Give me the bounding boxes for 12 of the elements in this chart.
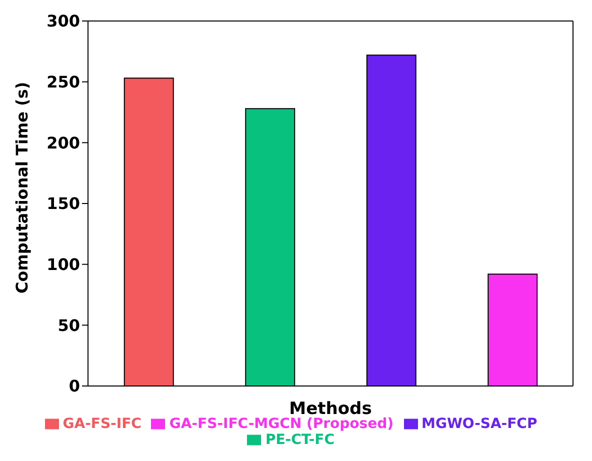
y-axis-title: Computational Time (s) <box>12 82 32 294</box>
y-tick-label: 150 <box>46 194 80 214</box>
y-tick-label: 0 <box>68 376 80 396</box>
legend-label: MGWO-SA-FCP <box>422 416 538 432</box>
y-tick-label: 300 <box>46 12 80 31</box>
y-tick-label: 200 <box>46 133 80 152</box>
legend-label: GA-FS-IFC-MGCN (Proposed) <box>169 416 394 432</box>
y-tick-label: 50 <box>58 316 80 335</box>
y-tick-label: 250 <box>46 72 80 92</box>
legend-label: GA-FS-IFC <box>62 416 142 432</box>
legend-label: PE-CT-FC <box>265 432 335 448</box>
y-tick-label: 100 <box>46 255 80 274</box>
